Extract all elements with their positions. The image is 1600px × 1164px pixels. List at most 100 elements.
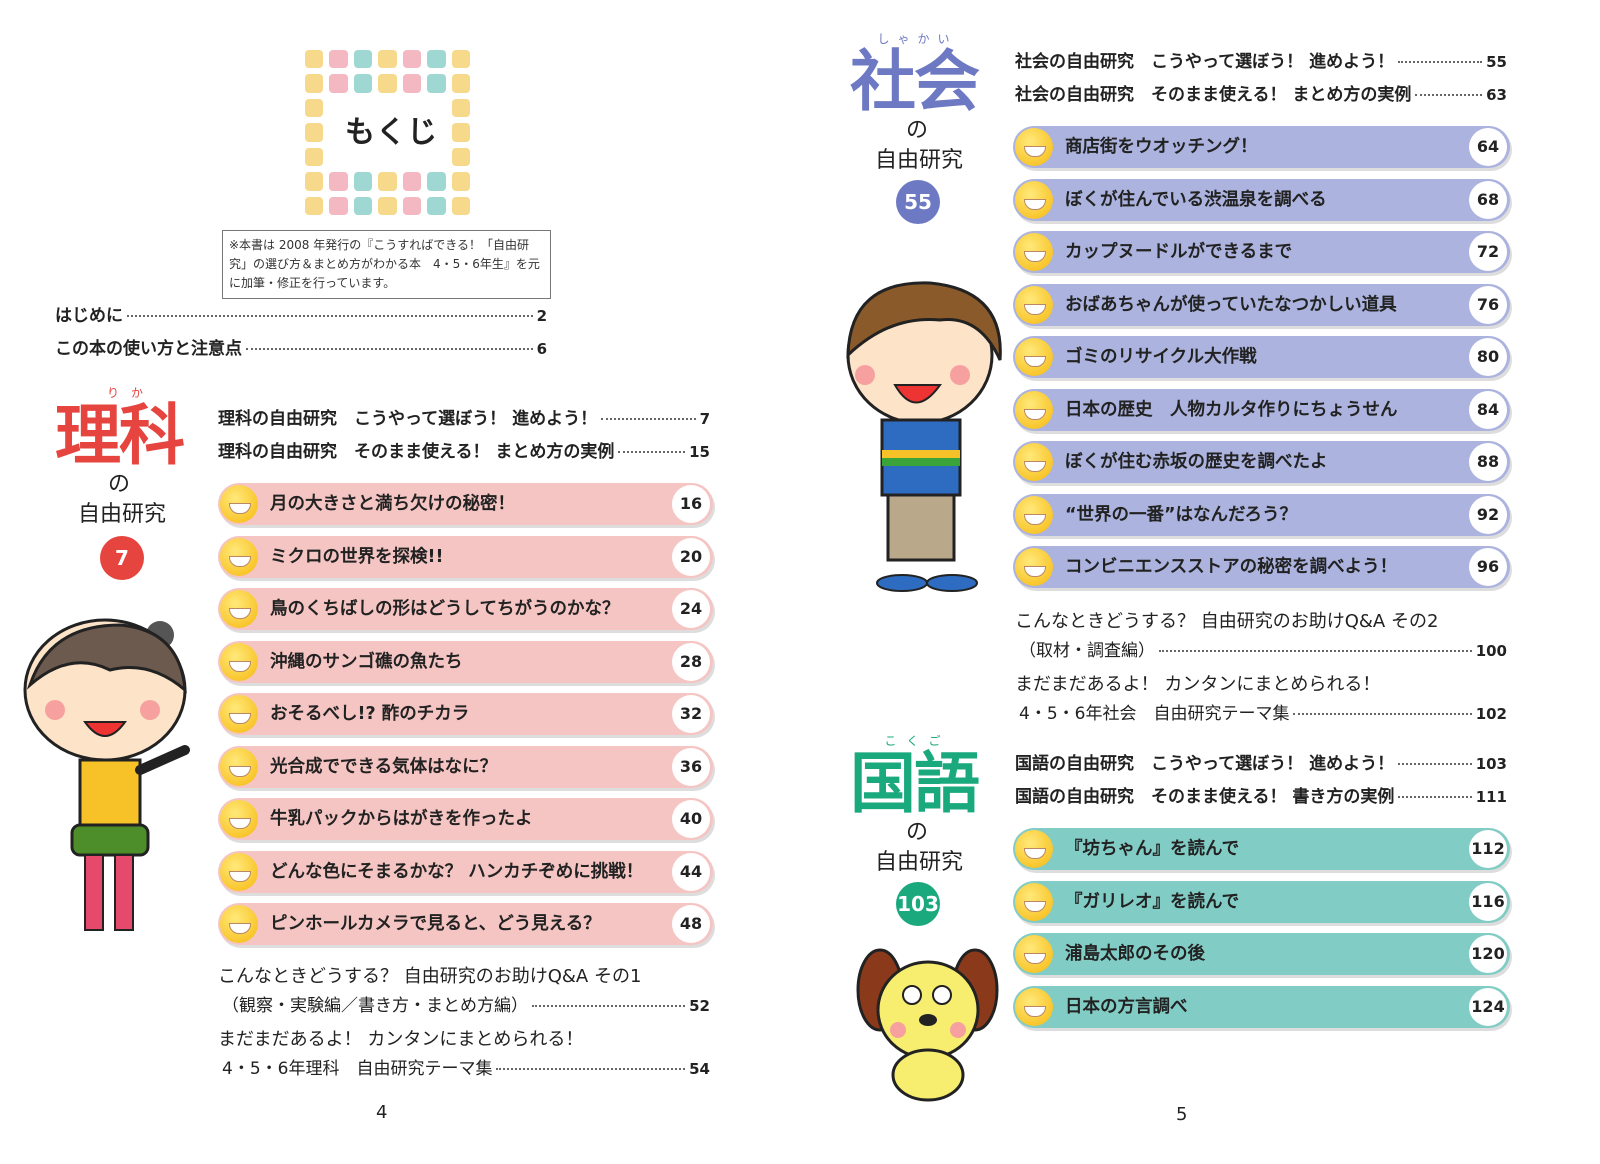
topic-page-number: 112 (1469, 830, 1507, 868)
tile (402, 172, 422, 191)
smiley-face-icon (220, 590, 258, 628)
topic-row[interactable]: ミクロの世界を探検!! 20 (218, 535, 713, 578)
topic-title: おばあちゃんが使っていたなつかしい道具 (1065, 294, 1397, 315)
toc-page: 100 (1475, 642, 1507, 660)
tile (305, 172, 324, 191)
smiley-face-icon (1015, 443, 1053, 481)
topic-row[interactable]: ピンホールカメラで見ると、どう見える？ 48 (218, 903, 713, 945)
toc-label: 社会の自由研究 こうやって選ぼう！ 進めよう！ (1015, 52, 1395, 72)
extra-line2[interactable]: 4・5・6年理科 自由研究テーマ集 54 (222, 1058, 710, 1080)
topic-row[interactable]: 浦島太郎のその後 120 (1013, 933, 1510, 975)
tile (402, 74, 422, 93)
topic-title: おそるべし!? 酢のチカラ (270, 704, 470, 724)
topic-page-number: 44 (672, 852, 710, 891)
tile (451, 196, 470, 215)
topic-row[interactable]: 鳥のくちばしの形はどうしてちがうのかな？ 24 (218, 588, 713, 630)
topic-page-number: 80 (1469, 338, 1507, 376)
smiley-face-icon (1015, 830, 1053, 868)
topic-title: 月の大きさと満ち欠けの秘密！ (270, 494, 515, 514)
toc-label: 理科の自由研究 こうやって選ぼう！ 進めよう！ (218, 409, 598, 429)
toc-intro-2[interactable]: この本の使い方と注意点 6 (55, 338, 547, 360)
topic-row[interactable]: 沖縄のサンゴ礁の魚たち 28 (218, 640, 713, 683)
topic-page-number: 48 (672, 905, 710, 943)
tile (451, 98, 470, 118)
topic-page-number: 96 (1469, 548, 1507, 586)
topic-row[interactable]: 光合成でできる気体はなに？ 36 (218, 745, 713, 788)
topic-page-number: 64 (1469, 128, 1507, 166)
smiley-face-icon (1015, 233, 1053, 271)
topic-row[interactable]: 『ガリレオ』を読んで 116 (1013, 880, 1510, 923)
topic-title: ゴミのリサイクル大作戦 (1065, 347, 1257, 367)
mokuji-tile-decoration (305, 50, 470, 215)
smiley-face-icon (220, 695, 258, 733)
toc-label: 4・5・6年社会 自由研究テーマ集 (1019, 704, 1290, 724)
tile (427, 196, 446, 215)
toc-label: 社会の自由研究 そのまま使える！ まとめ方の実例 (1015, 85, 1412, 105)
topic-row[interactable]: コンビニエンスストアの秘密を調べよう！ 96 (1013, 546, 1510, 588)
tile (305, 196, 324, 215)
topic-title: 日本の方言調べ (1065, 996, 1188, 1017)
topic-row[interactable]: おそるべし!? 酢のチカラ 32 (218, 693, 713, 735)
tile (378, 50, 397, 69)
topic-row[interactable]: カップヌードルができるまで 72 (1013, 231, 1510, 273)
toc-guide-line[interactable]: 理科の自由研究 そのまま使える！ まとめ方の実例 15 (218, 441, 710, 463)
tile (378, 196, 397, 215)
topic-row[interactable]: ぼくが住んでいる渋温泉を調べる 68 (1013, 178, 1510, 221)
leader-dots (1398, 763, 1472, 765)
extra-line2[interactable]: 4・5・6年社会 自由研究テーマ集 102 (1019, 703, 1507, 725)
toc-guide-line[interactable]: 社会の自由研究 こうやって選ぼう！ 進めよう！ 55 (1015, 51, 1507, 73)
toc-guide-line[interactable]: 理科の自由研究 こうやって選ぼう！ 進めよう！ 7 (218, 408, 710, 430)
smiley-face-icon (1015, 882, 1053, 921)
subject-jiyu: 自由研究 (875, 850, 964, 875)
start-page-badge: 103 (896, 882, 940, 926)
toc-label: この本の使い方と注意点 (55, 339, 242, 359)
subject-no: の (906, 118, 929, 143)
topic-row[interactable]: 牛乳パックからはがきを作ったよ 40 (218, 798, 713, 840)
smiley-face-icon (1015, 935, 1053, 973)
topic-page-number: 36 (672, 747, 710, 786)
extra-line1[interactable]: こんなときどうする？ 自由研究のお助けQ&A その1 (218, 966, 642, 987)
topic-title: コンビニエンスストアの秘密を調べよう！ (1065, 557, 1398, 577)
topic-page-number: 32 (672, 695, 710, 733)
leader-dots (601, 418, 696, 420)
subject-title-rika: 理科 (55, 397, 185, 474)
toc-page: 63 (1486, 86, 1507, 104)
extra-line2[interactable]: （観察・実験編／書き方・まとめ方編） 52 (222, 995, 710, 1017)
extra-line2[interactable]: （取材・調査編） 100 (1019, 640, 1507, 662)
leader-dots (618, 451, 686, 453)
topic-row[interactable]: 商店街をウオッチング！ 64 (1013, 126, 1510, 168)
tile (305, 98, 324, 118)
topic-page-number: 88 (1469, 443, 1507, 481)
topic-row[interactable]: 月の大きさと満ち欠けの秘密！ 16 (218, 483, 713, 525)
topic-row[interactable]: 『坊ちゃん』を読んで 112 (1013, 828, 1510, 870)
toc-intro-1[interactable]: はじめに 2 (55, 305, 547, 327)
topic-page-number: 24 (672, 590, 710, 628)
leader-dots (246, 348, 533, 350)
toc-page: 15 (689, 443, 710, 461)
toc-label: 国語の自由研究 こうやって選ぼう！ 進めよう！ (1015, 754, 1395, 774)
leader-dots (1159, 650, 1472, 652)
topic-title: カップヌードルができるまで (1065, 242, 1293, 262)
topic-row[interactable]: どんな色にそまるかな？ ハンカチぞめに挑戦！ 44 (218, 850, 713, 893)
topic-row[interactable]: ぼくが住む赤坂の歴史を調べたよ 88 (1013, 441, 1510, 483)
toc-guide-line[interactable]: 国語の自由研究 こうやって選ぼう！ 進めよう！ 103 (1015, 753, 1507, 775)
topic-row[interactable]: おばあちゃんが使っていたなつかしい道具 76 (1013, 283, 1510, 326)
start-page-badge: 7 (100, 536, 144, 580)
toc-label: 国語の自由研究 そのまま使える！ 書き方の実例 (1015, 787, 1395, 807)
toc-guide-line[interactable]: 社会の自由研究 そのまま使える！ まとめ方の実例 63 (1015, 84, 1507, 106)
extra-line1[interactable]: まだまだあるよ！ カンタンにまとめられる！ (1015, 674, 1381, 695)
topic-row[interactable]: “世界の一番”はなんだろう？ 92 (1013, 493, 1510, 536)
extra-line1[interactable]: こんなときどうする？ 自由研究のお助けQ&A その2 (1015, 611, 1439, 632)
toc-guide-line[interactable]: 国語の自由研究 そのまま使える！ 書き方の実例 111 (1015, 786, 1507, 808)
toc-label: （観察・実験編／書き方・まとめ方編） (222, 996, 528, 1016)
topic-title: ぼくが住む赤坂の歴史を調べたよ (1065, 452, 1328, 472)
topic-row[interactable]: 日本の方言調べ 124 (1013, 985, 1510, 1028)
boy-character-illustration (846, 281, 1002, 592)
topic-row[interactable]: 日本の歴史 人物カルタ作りにちょうせん 84 (1013, 388, 1510, 431)
topic-title: 光合成でできる気体はなに？ (270, 756, 498, 777)
extra-line1[interactable]: まだまだあるよ！ カンタンにまとめられる！ (218, 1029, 584, 1050)
topic-page-number: 16 (672, 485, 710, 523)
topic-row[interactable]: ゴミのリサイクル大作戦 80 (1013, 336, 1510, 378)
smiley-face-icon (1015, 338, 1053, 376)
